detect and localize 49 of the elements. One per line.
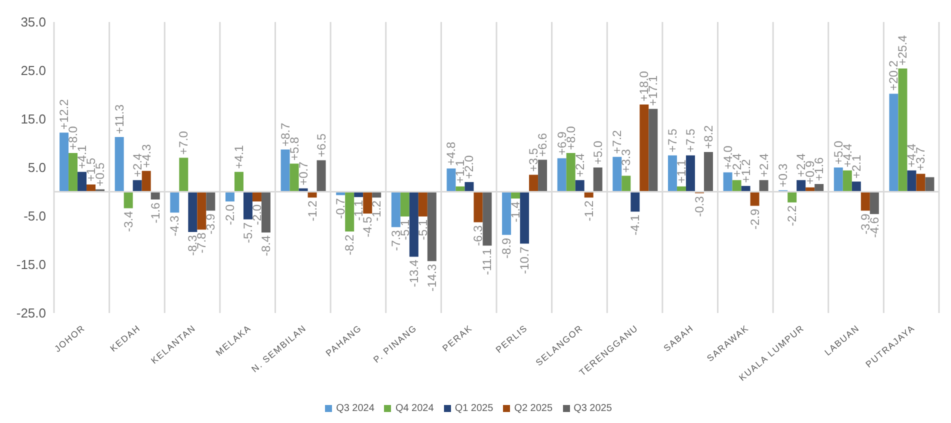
data-label: -8.4 (258, 235, 273, 256)
data-label: -5.1 (416, 219, 430, 240)
y-tick-label: 35.0 (20, 14, 46, 30)
data-label: -13.4 (406, 259, 421, 288)
data-label: -3.9 (204, 213, 218, 234)
data-label: -4.1 (628, 214, 642, 236)
data-label: +7.5 (665, 128, 680, 152)
data-label: +2.4 (756, 153, 771, 178)
data-label: +4.1 (232, 144, 246, 169)
data-label: -1.2 (305, 200, 320, 222)
data-label: +0.3 (776, 163, 790, 188)
data-label: -3.4 (121, 210, 136, 232)
data-label: +0.7 (296, 161, 310, 186)
y-tick-label: 25.0 (20, 63, 46, 78)
y-tick-label: 5.0 (28, 160, 46, 176)
data-label: -8.2 (342, 234, 357, 256)
data-label: +5.0 (590, 140, 605, 164)
data-label: +6.5 (314, 133, 328, 158)
data-label: -0.3 (692, 196, 706, 217)
y-tick-label: 15.0 (20, 112, 46, 127)
data-label: +2.4 (572, 153, 587, 178)
data-label: +1.1 (674, 159, 688, 184)
data-label: +3.3 (619, 148, 634, 173)
data-label: -2.0 (222, 204, 237, 226)
data-label: -0.7 (334, 198, 348, 219)
data-label: +7.0 (176, 130, 191, 155)
data-label: -4.3 (168, 215, 182, 236)
legend-label: Q3 2025 (574, 403, 612, 414)
data-label: -11.1 (480, 248, 494, 276)
data-label: -2.2 (785, 205, 800, 226)
legend-label: Q4 2024 (395, 403, 434, 414)
data-label: -14.3 (424, 264, 439, 292)
data-label: +20.2 (886, 60, 901, 91)
data-label: -2.9 (748, 208, 762, 230)
data-label: +7.5 (683, 128, 698, 152)
data-label: -1.4 (508, 201, 523, 222)
data-label: +8.2 (701, 124, 716, 149)
data-label: -6.3 (471, 224, 486, 246)
data-label: -1.6 (148, 202, 162, 224)
data-label: -1.2 (582, 200, 596, 222)
data-label: +11.3 (112, 104, 126, 134)
legend-label: Q2 2025 (514, 403, 553, 414)
data-label: -10.7 (518, 246, 532, 274)
y-tick-label: -5.0 (24, 208, 46, 224)
data-label: -8.9 (500, 238, 514, 259)
legend-label: Q3 2024 (336, 403, 374, 414)
legend-label: Q1 2025 (454, 403, 494, 414)
y-tick-label: -25.0 (16, 306, 46, 321)
y-tick-label: -15.0 (16, 257, 46, 272)
